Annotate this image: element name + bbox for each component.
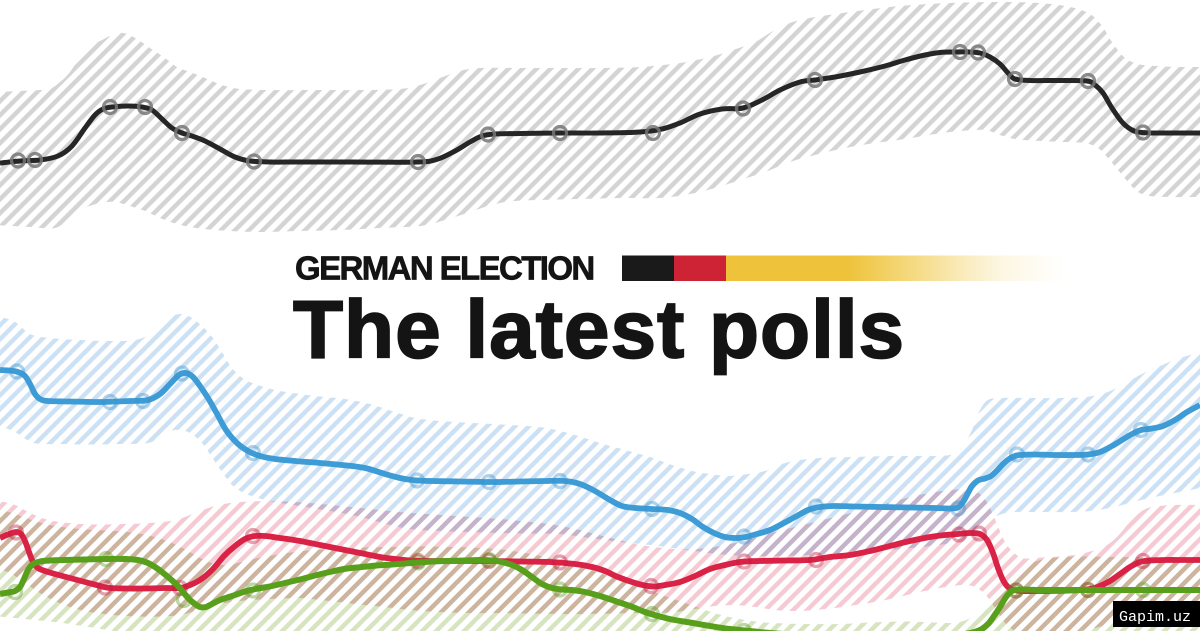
svg-text:The latest polls: The latest polls: [293, 285, 905, 376]
svg-text:GERMAN ELECTION: GERMAN ELECTION: [295, 250, 594, 287]
svg-text:Gapim.uz: Gapim.uz: [1119, 609, 1191, 626]
